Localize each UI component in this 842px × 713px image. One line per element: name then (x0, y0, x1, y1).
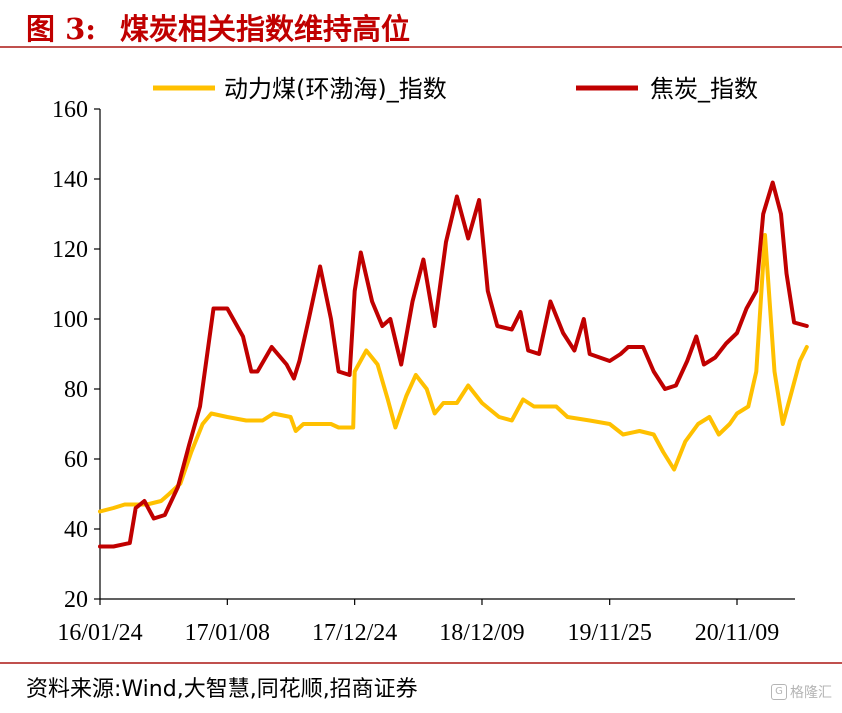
y-tick-label: 20 (64, 587, 88, 613)
y-tick-label: 140 (52, 167, 88, 193)
legend-label-coke: 焦炭_指数 (650, 75, 758, 103)
chart: 动力煤(环渤海)_指数 焦炭_指数 20 40 60 80 100 120 140 160 16/… (52, 75, 809, 646)
source-note: 资料来源:Wind,大智慧,同花顺,招商证券 (26, 677, 418, 702)
series-line-coal (98, 233, 809, 514)
chart-legend: 动力煤(环渤海)_指数 焦炭_指数 (153, 75, 758, 103)
chart-axes: 20 40 60 80 100 120 140 160 16/01/24 17/01/08 17/1… (52, 97, 795, 646)
watermark-logo-icon: G (771, 684, 787, 700)
x-tick-label: 16/01/24 (57, 620, 142, 646)
x-tick-label: 19/11/25 (567, 620, 651, 646)
chart-series-layer (98, 180, 809, 549)
figure-footer: 资料来源:Wind,大智慧,同花顺,招商证券 G 格隆汇 (0, 662, 842, 713)
y-tick-label: 160 (52, 97, 88, 123)
y-tick-label: 60 (64, 447, 88, 473)
x-tick-label: 18/12/09 (439, 620, 524, 646)
y-tick-label: 100 (52, 307, 88, 333)
figure-header: 图 3: 煤炭相关指数维持高位 (0, 0, 842, 48)
figure-label: 图 3: (26, 12, 96, 46)
x-tick-label: 17/12/24 (312, 620, 397, 646)
watermark-text: 格隆汇 (790, 685, 832, 701)
y-tick-label: 120 (52, 237, 88, 263)
legend-label-coal: 动力煤(环渤海)_指数 (224, 75, 447, 103)
x-tick-label: 20/11/09 (695, 620, 779, 646)
y-tick-label: 40 (64, 517, 88, 543)
y-tick-label: 80 (64, 377, 88, 403)
watermark: G 格隆汇 (771, 682, 832, 702)
figure-title: 煤炭相关指数维持高位 (120, 12, 411, 46)
series-line-coke (98, 180, 809, 549)
x-tick-label: 17/01/08 (185, 620, 270, 646)
